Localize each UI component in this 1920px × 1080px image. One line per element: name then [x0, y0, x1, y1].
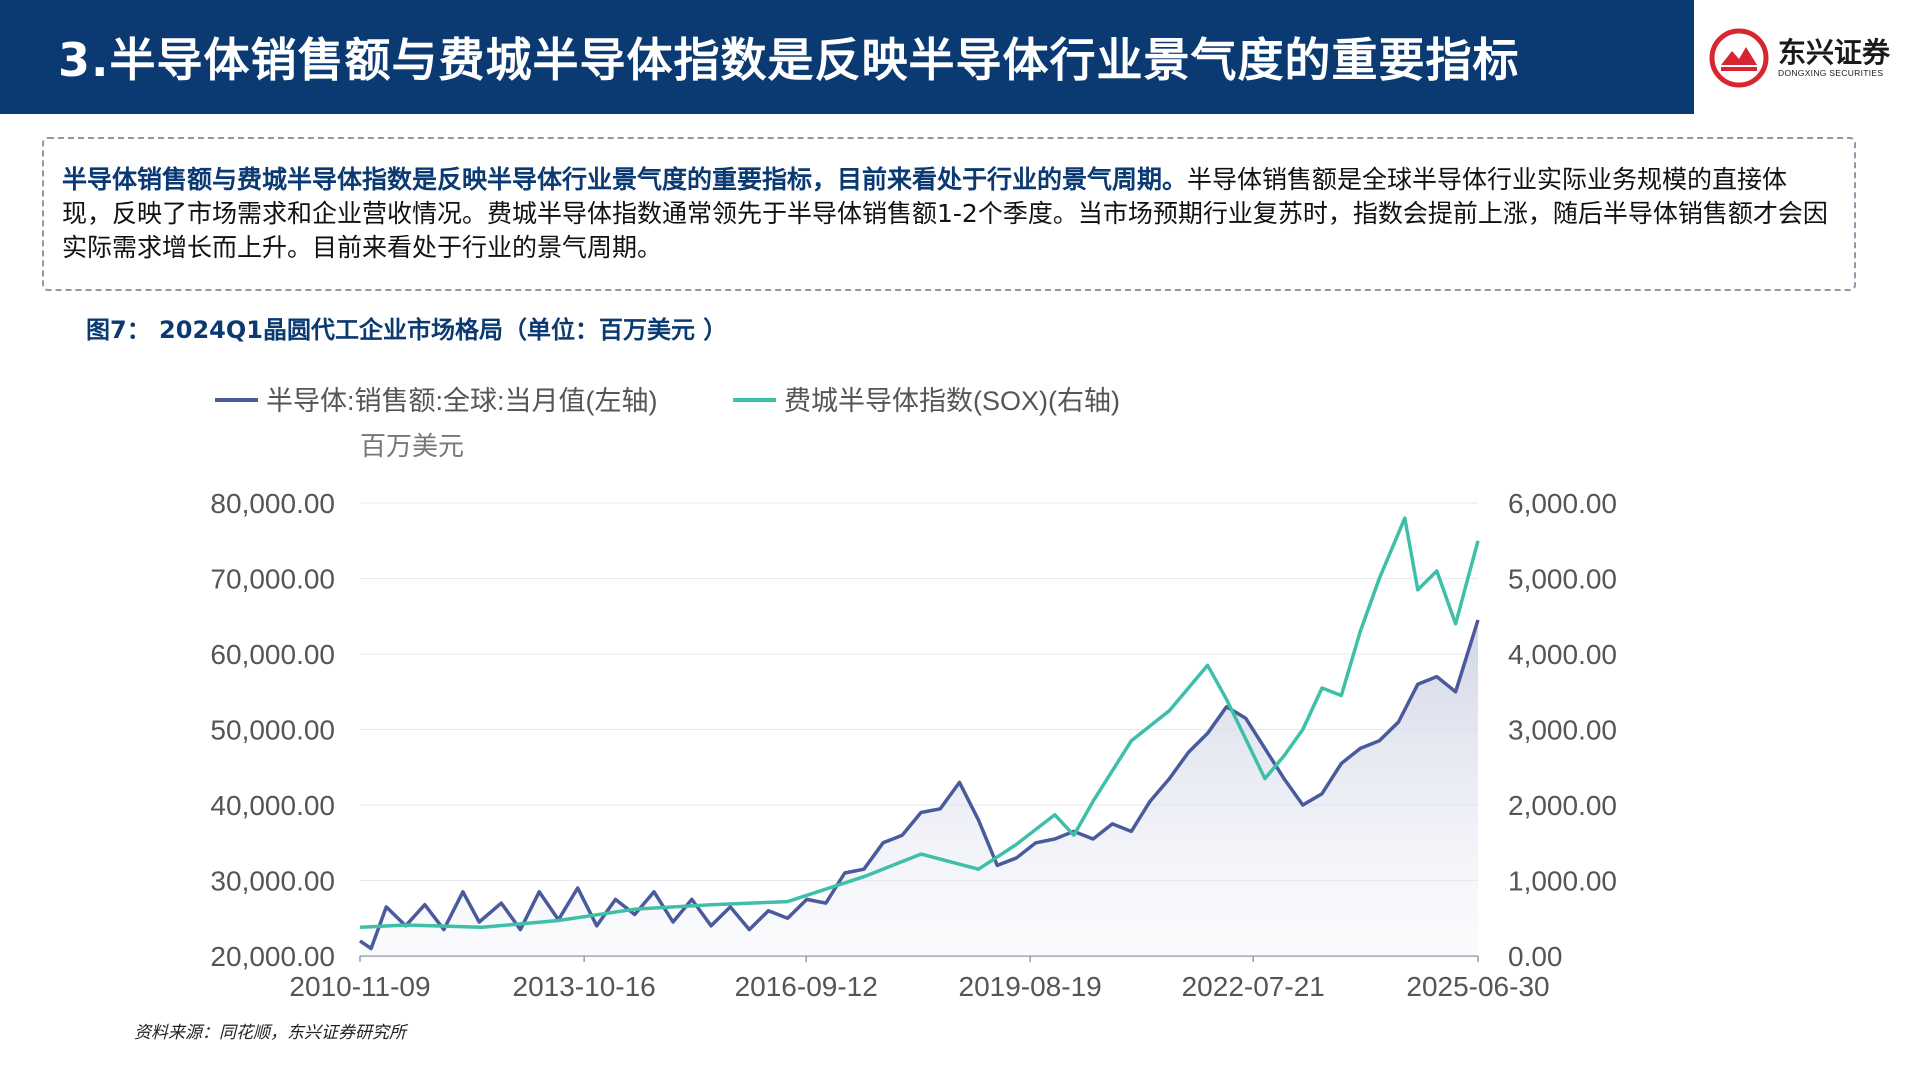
summary-text: 半导体销售额与费城半导体指数是反映半导体行业景气度的重要指标，目前来看处于行业的…: [62, 163, 1836, 265]
y-left-tick-label: 80,000.00: [210, 488, 335, 519]
y-right-tick-label: 4,000.00: [1508, 639, 1617, 670]
sales-area: [360, 620, 1478, 956]
y-right-tick-label: 6,000.00: [1508, 488, 1617, 519]
x-tick-label: 2013-10-16: [513, 971, 656, 1002]
y-unit-label: 百万美元: [360, 431, 464, 461]
y-left-tick-label: 40,000.00: [210, 790, 335, 821]
summary-body: 半导体销售额是全球半导体行业实际业务规模的直接体现，反映了市场需求和企业营收情况…: [62, 165, 1828, 262]
page-title: 3.半导体销售额与费城半导体指数是反映半导体行业景气度的重要指标: [58, 33, 1520, 87]
brand-logo-icon: [1709, 28, 1769, 88]
figure-title: 图7： 2024Q1晶圆代工企业市场格局（单位：百万美元 ）: [86, 316, 728, 344]
title-bar: 3.半导体销售额与费城半导体指数是反映半导体行业景气度的重要指标: [0, 0, 1694, 114]
brand-name-cn: 东兴证券: [1778, 36, 1891, 69]
y-left-tick-label: 60,000.00: [210, 639, 335, 670]
legend-label-sales: 半导体:销售额:全球:当月值(左轴): [266, 386, 658, 416]
sales-series-line: [359, 619, 1480, 951]
y-right-tick-label: 1,000.00: [1508, 866, 1617, 897]
x-tick-label: 2022-07-21: [1182, 971, 1325, 1002]
summary-highlight: 半导体销售额与费城半导体指数是反映半导体行业景气度的重要指标，目前来看处于行业的…: [62, 165, 1188, 194]
legend-label-sox: 费城半导体指数(SOX)(右轴): [784, 386, 1120, 416]
x-tick-label: 2016-09-12: [735, 971, 878, 1002]
x-tick-label: 2025-06-30: [1406, 971, 1549, 1002]
line-chart: 半导体:销售额:全球:当月值(左轴) 费城半导体指数(SOX)(右轴) 百万美元 20…: [210, 386, 1617, 1002]
y-right-tick-label: 3,000.00: [1508, 715, 1617, 746]
summary-box: 半导体销售额与费城半导体指数是反映半导体行业景气度的重要指标，目前来看处于行业的…: [42, 137, 1856, 291]
brand-name-en: DONGXING SECURITIES: [1778, 68, 1884, 78]
source-note: 资料来源：同花顺，东兴证券研究所: [134, 1023, 406, 1043]
y-right-tick-label: 2,000.00: [1508, 790, 1617, 821]
y-right-tick-label: 5,000.00: [1508, 564, 1617, 595]
brand-logo: 东兴证券 DONGXING SECURITIES: [1708, 22, 1908, 94]
y-left-tick-label: 70,000.00: [210, 564, 335, 595]
y-left-tick-label: 30,000.00: [210, 866, 335, 897]
sox-series-line: [359, 516, 1480, 930]
x-tick-label: 2019-08-19: [959, 971, 1102, 1002]
y-right-tick-label: 0.00: [1508, 941, 1563, 972]
y-left-tick-label: 50,000.00: [210, 715, 335, 746]
y-left-tick-label: 20,000.00: [210, 941, 335, 972]
x-tick-label: 2010-11-09: [289, 971, 430, 1002]
